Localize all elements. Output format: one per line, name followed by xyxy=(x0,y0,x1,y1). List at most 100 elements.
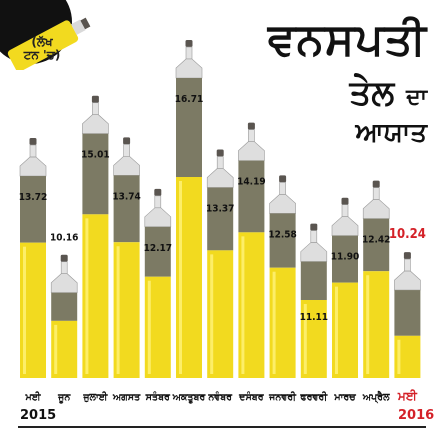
x-tick-label: ਮਈ xyxy=(24,390,41,403)
x-tick-label: ਮਾਰਚ xyxy=(333,392,357,403)
bottle-neck xyxy=(372,187,380,200)
bottle-neck xyxy=(216,156,224,169)
bottle-empty-part xyxy=(176,78,202,177)
bottle-neck xyxy=(185,46,193,60)
chart-title-line3: ਆਯਾਤ xyxy=(355,118,427,148)
bottle-neck xyxy=(154,195,162,209)
bottle-shine xyxy=(116,246,120,374)
bottle-neck xyxy=(92,102,99,116)
chart-title-word-tel: ਤੇਲ xyxy=(349,73,395,113)
bottle-empty-part xyxy=(238,160,265,233)
bar xyxy=(113,242,140,378)
bar xyxy=(238,232,265,378)
data-label: 10.16 xyxy=(50,233,78,244)
bottle-shoulder xyxy=(331,216,359,236)
data-label: 12.58 xyxy=(268,229,296,240)
bottle-empty-part xyxy=(82,133,109,215)
bottle-shoulder xyxy=(19,156,47,177)
bottle-empty-part xyxy=(144,226,171,277)
bottle-cap xyxy=(216,149,224,157)
data-label: 11.11 xyxy=(300,312,328,323)
bottle-shoulder xyxy=(175,58,203,79)
bottle-shoulder xyxy=(206,168,234,188)
bottle-neck xyxy=(341,204,349,217)
bottle-shoulder xyxy=(50,273,78,294)
bottle-shine xyxy=(54,324,58,374)
bottle-cap xyxy=(91,95,99,103)
bottle-empty-part xyxy=(20,176,46,243)
bar xyxy=(207,250,234,378)
bottle-cap xyxy=(154,188,162,196)
bottle-shoulder xyxy=(82,114,109,135)
unit-badge: (ਲੱਖ ਟਨ 'ਚ) xyxy=(0,0,96,72)
bottle-neck xyxy=(123,144,130,157)
bottle-shine xyxy=(303,304,307,374)
bar xyxy=(51,320,78,378)
data-label: 13.72 xyxy=(19,192,47,203)
bottle-neck xyxy=(60,261,68,275)
chart-title-line2: ਤੇਲ ਦਾ xyxy=(350,76,427,110)
bottle-cap xyxy=(123,137,131,145)
bottle-shine xyxy=(272,271,276,374)
bottle-shoulder xyxy=(394,270,421,291)
bottle-shine xyxy=(179,181,182,374)
bottle-shoulder xyxy=(113,156,140,176)
data-label: 15.01 xyxy=(81,150,109,161)
bar xyxy=(394,335,421,378)
chart-title-line1: ਵਨਸਪਤੀ xyxy=(267,14,427,65)
bottle-shine xyxy=(397,339,401,374)
bottle-cap xyxy=(372,180,380,188)
bottle-neck xyxy=(29,144,37,158)
bottle-shoulder xyxy=(300,242,328,262)
unit-label-line2: ਟਨ 'ਚ) xyxy=(23,48,61,62)
bottle-empty-part xyxy=(269,213,296,268)
chart-title-word-da: ਦਾ xyxy=(406,85,427,110)
bottle-shine xyxy=(23,246,26,374)
x-tick-label: ਜੂਨ xyxy=(57,392,71,404)
x-tick-label: ਮਈ xyxy=(397,389,418,403)
unit-label-line1: (ਲੱਖ xyxy=(31,35,53,49)
bar xyxy=(176,177,202,378)
year-end-label: 2016 xyxy=(398,408,435,423)
bottle-shine xyxy=(85,218,89,374)
bottle-cap xyxy=(60,254,68,262)
bottle-shine xyxy=(241,236,245,374)
bottle-empty-part xyxy=(51,292,78,321)
bottle-shoulder xyxy=(144,207,172,228)
bottle-empty-part xyxy=(394,290,421,336)
x-tick-label: ਅਗਸਤ xyxy=(112,392,141,403)
baseline-rule xyxy=(18,426,426,428)
bottle-cap xyxy=(247,122,255,130)
bar xyxy=(363,271,390,378)
bottle-cap xyxy=(279,175,287,183)
data-label: 14.19 xyxy=(237,177,265,188)
bottle-empty-part xyxy=(332,235,358,283)
x-tick-label: ਫਰਵਰੀ xyxy=(299,390,328,403)
bottle-shine xyxy=(210,254,214,374)
x-tick-label: ਦਸੰਬਰ xyxy=(238,390,265,403)
bottle-shoulder xyxy=(362,199,390,219)
x-tick-label: ਸਤੰਬਰ xyxy=(145,390,171,403)
bottle-empty-part xyxy=(363,218,390,272)
bar xyxy=(300,300,327,378)
data-label: 12.42 xyxy=(362,235,390,246)
bottle-empty-part xyxy=(300,261,327,301)
data-label: 13.74 xyxy=(112,191,140,202)
bottle-empty-part xyxy=(207,187,234,251)
x-tick-label: ਜਨਵਰੀ xyxy=(268,390,297,403)
bottle-cap xyxy=(310,223,318,231)
data-label: 10.24 xyxy=(389,227,426,242)
data-label: 12.17 xyxy=(144,243,172,254)
bar xyxy=(269,267,296,378)
x-tick-label: ਜੁਲਾਈ xyxy=(82,390,108,403)
bar xyxy=(144,276,171,378)
data-label: 11.90 xyxy=(331,252,359,263)
bar xyxy=(82,214,109,378)
unit-badge-graphic xyxy=(0,0,91,72)
bottle-shoulder xyxy=(238,141,265,161)
bar xyxy=(332,282,358,378)
bottle-cap xyxy=(185,40,193,47)
x-tick-label: ਅਕਤੂਬਰ xyxy=(172,392,207,404)
bottle-shine xyxy=(335,286,338,374)
